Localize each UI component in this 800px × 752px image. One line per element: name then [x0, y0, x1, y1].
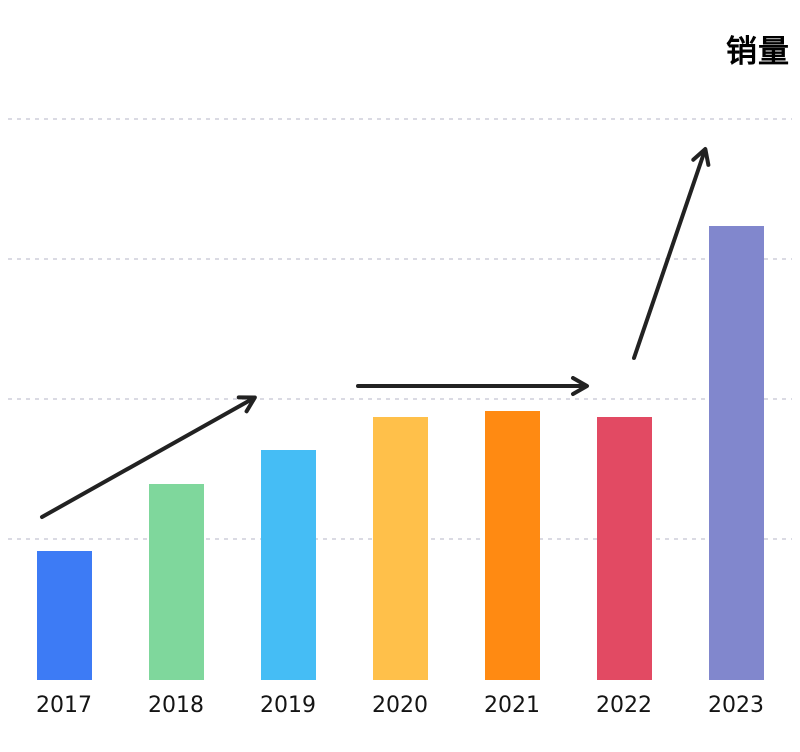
bar-column	[232, 120, 344, 680]
bar-2021	[484, 411, 540, 680]
x-tick-label: 2019	[260, 693, 316, 718]
chart-title: 销量	[726, 34, 790, 70]
bar-2023	[708, 226, 764, 680]
x-tick-label: 2021	[484, 693, 540, 718]
gridline	[8, 118, 792, 120]
bar-2017	[36, 551, 92, 680]
bar-2020	[372, 416, 428, 680]
x-axis-labels: 2017 2018 2019 2020 2021 2022 2023	[8, 693, 792, 718]
bar-2019	[260, 450, 316, 680]
bar-column	[8, 120, 120, 680]
x-tick-label: 2018	[148, 693, 204, 718]
gridline	[8, 258, 792, 260]
x-tick-label: 2017	[36, 693, 92, 718]
x-tick-label: 2022	[596, 693, 652, 718]
bar-column	[568, 120, 680, 680]
plot-area	[8, 118, 792, 680]
bar-2018	[148, 484, 204, 680]
bars-row	[8, 120, 792, 680]
bar-column	[344, 120, 456, 680]
bar-column	[456, 120, 568, 680]
gridline	[8, 398, 792, 400]
x-tick-label: 2020	[372, 693, 428, 718]
x-tick-label: 2023	[708, 693, 764, 718]
bar-column	[120, 120, 232, 680]
bar-column	[680, 120, 792, 680]
bar-2022	[596, 416, 652, 680]
